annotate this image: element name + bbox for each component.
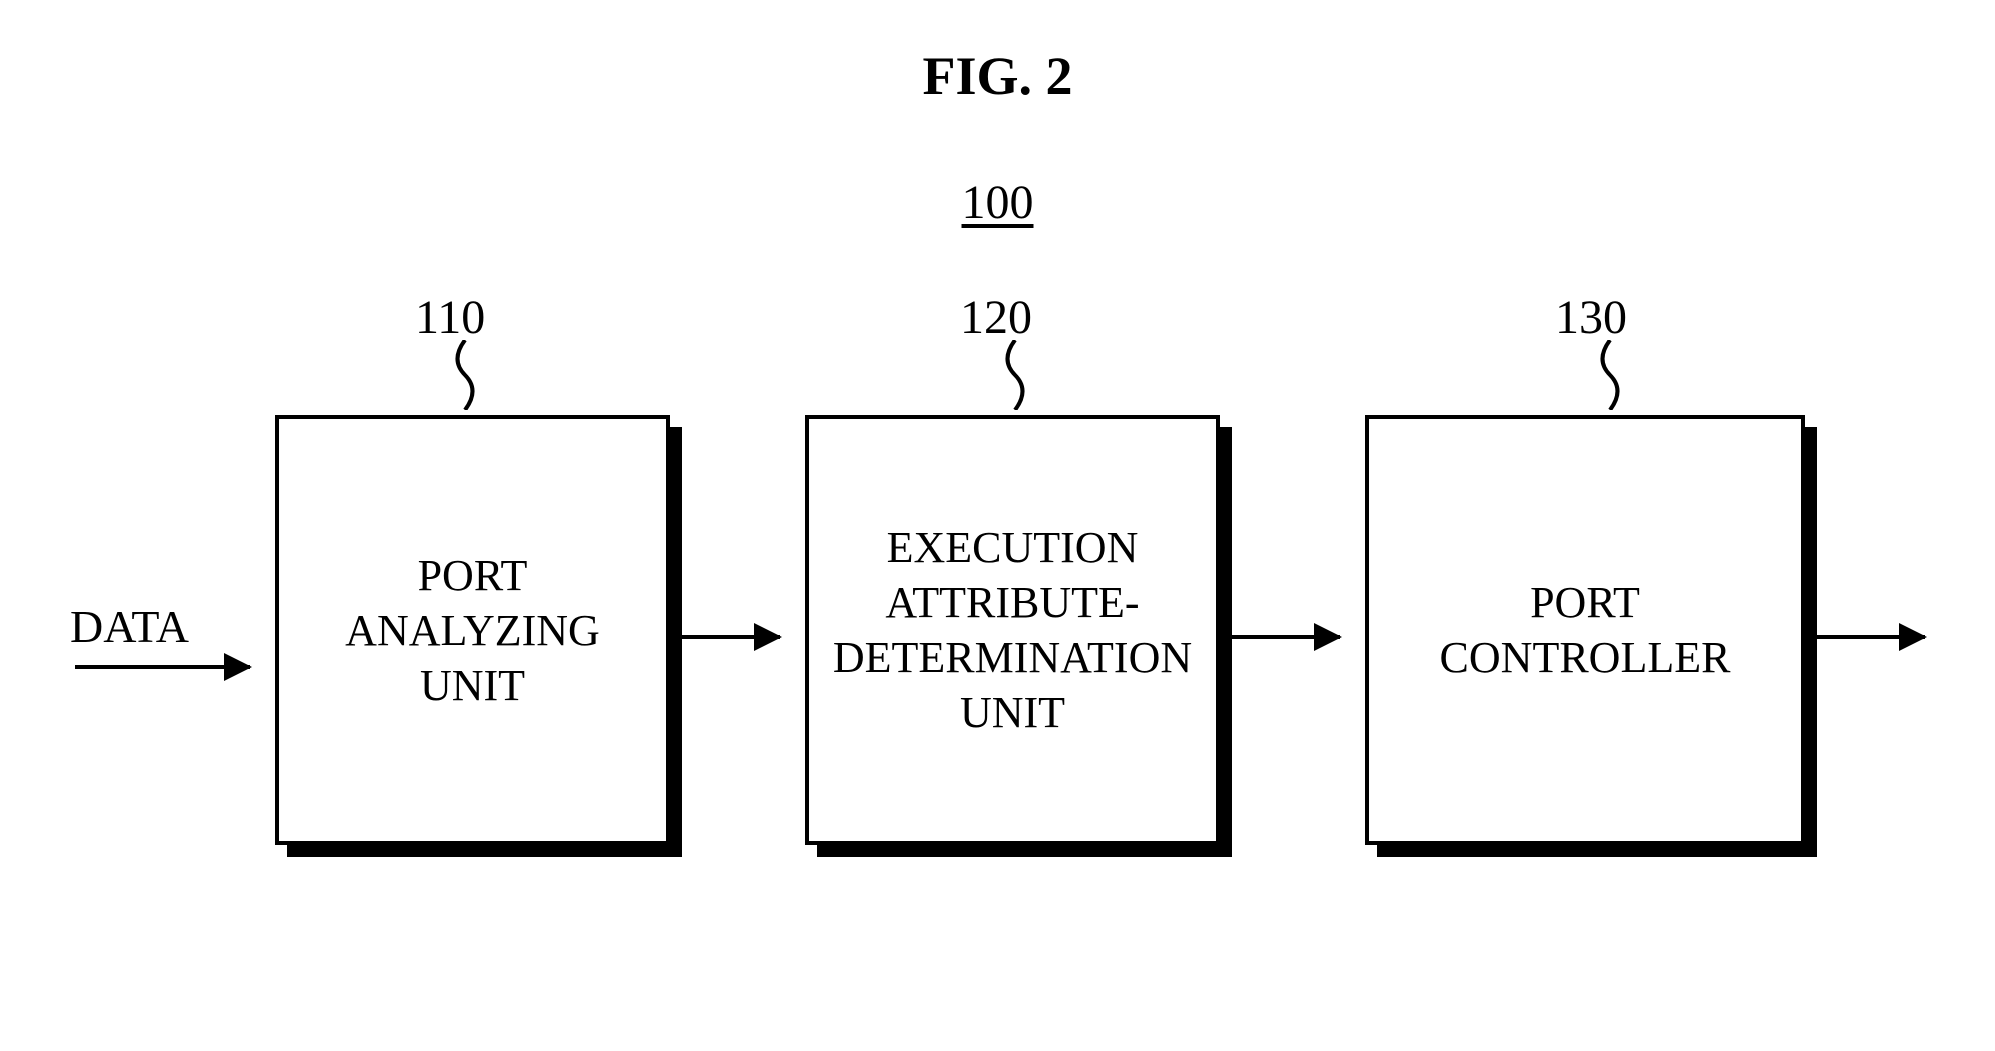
figure-title: FIG. 2 (922, 45, 1072, 107)
block-port-analyzing-unit: PORTANALYZINGUNIT (275, 415, 670, 845)
block-label-110: PORTANALYZINGUNIT (345, 548, 600, 713)
block-port-controller: PORTCONTROLLER (1365, 415, 1805, 845)
arrow-data-to-b1 (75, 665, 250, 669)
input-data-label: DATA (70, 600, 189, 653)
block-execution-attribute-determination-unit: EXECUTIONATTRIBUTE-DETERMINATIONUNIT (805, 415, 1220, 845)
block-ref-120: 120 (960, 290, 1032, 345)
system-reference-label: 100 (962, 175, 1034, 230)
lead-line-120 (990, 340, 1040, 410)
block-label-130: PORTCONTROLLER (1440, 575, 1731, 685)
block-label-120: EXECUTIONATTRIBUTE-DETERMINATIONUNIT (833, 520, 1192, 740)
block-ref-110: 110 (415, 290, 485, 345)
arrow-b1-to-b2 (675, 635, 780, 639)
arrow-b2-to-b3 (1225, 635, 1340, 639)
lead-line-130 (1585, 340, 1635, 410)
lead-line-110 (440, 340, 490, 410)
arrow-b3-to-output (1810, 635, 1925, 639)
block-ref-130: 130 (1555, 290, 1627, 345)
